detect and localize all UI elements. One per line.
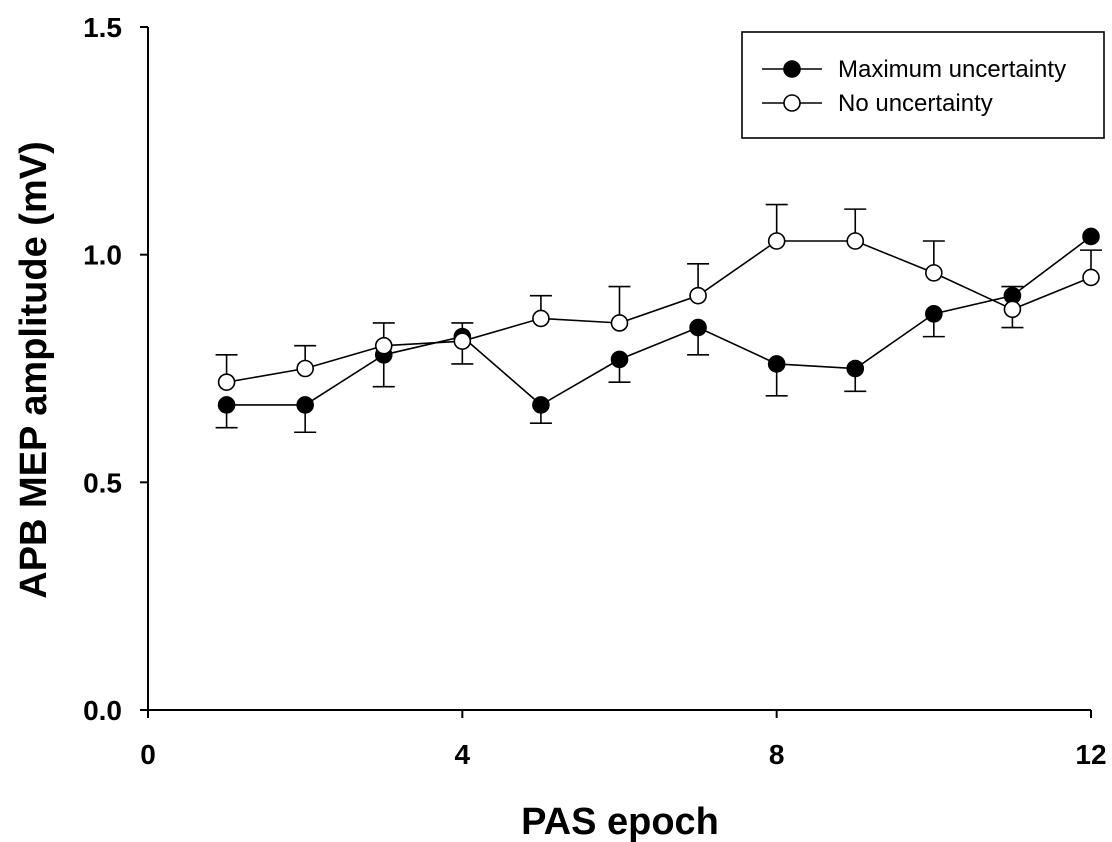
y-tick-label: 1.0: [83, 240, 122, 271]
y-tick-label: 1.5: [83, 12, 122, 43]
data-point-no-uncertainty: [925, 264, 943, 282]
series-line-maximum-uncertainty: [226, 235, 1092, 406]
data-point-no-uncertainty: [846, 232, 865, 250]
data-point-maximum-uncertainty: [846, 359, 865, 378]
data-point-maximum-uncertainty: [1082, 227, 1100, 246]
x-tick-label: 4: [455, 739, 471, 770]
series-line-no-uncertainty: [226, 240, 1092, 383]
legend-marker-maximum-uncertainty: [783, 60, 801, 78]
data-point-maximum-uncertainty: [532, 396, 550, 414]
y-tick-label: 0.0: [83, 695, 122, 726]
data-point-maximum-uncertainty: [925, 305, 943, 323]
legend: Maximum uncertainty No uncertainty: [741, 31, 1105, 139]
data-point-maximum-uncertainty: [296, 396, 314, 414]
data-point-no-uncertainty: [217, 373, 236, 391]
data-point-no-uncertainty: [374, 336, 393, 355]
series-lines: [226, 235, 1092, 406]
y-tick-label: 0.5: [83, 467, 122, 498]
data-point-maximum-uncertainty: [689, 318, 707, 337]
legend-label-maximum-uncertainty: Maximum uncertainty: [838, 56, 1066, 83]
data-point-no-uncertainty: [532, 309, 550, 328]
data-point-no-uncertainty: [453, 332, 472, 350]
legend-label-no-uncertainty: No uncertainty: [838, 90, 993, 117]
data-point-no-uncertainty: [689, 286, 707, 305]
data-point-no-uncertainty: [296, 359, 314, 378]
x-tick-label: 8: [769, 739, 785, 770]
data-point-maximum-uncertainty: [610, 350, 629, 369]
x-tick-label: 0: [140, 739, 156, 770]
data-point-no-uncertainty: [767, 232, 786, 250]
y-axis-title: APB MEP amplitude (mV): [13, 141, 55, 598]
data-point-maximum-uncertainty: [217, 396, 236, 414]
axes: 0.0 0.5 1.0 1.5 0 4 8 12: [83, 12, 1107, 770]
legend-marker-no-uncertainty: [783, 94, 801, 112]
legend-box: [741, 31, 1105, 139]
data-point-maximum-uncertainty: [767, 355, 786, 373]
series-markers: [217, 227, 1100, 414]
x-axis-title: PAS epoch: [521, 801, 719, 842]
data-point-no-uncertainty: [610, 314, 629, 332]
x-tick-label: 12: [1075, 739, 1106, 770]
data-point-no-uncertainty: [1003, 300, 1022, 319]
error-bars: [215, 203, 1102, 434]
data-point-no-uncertainty: [1082, 268, 1100, 287]
